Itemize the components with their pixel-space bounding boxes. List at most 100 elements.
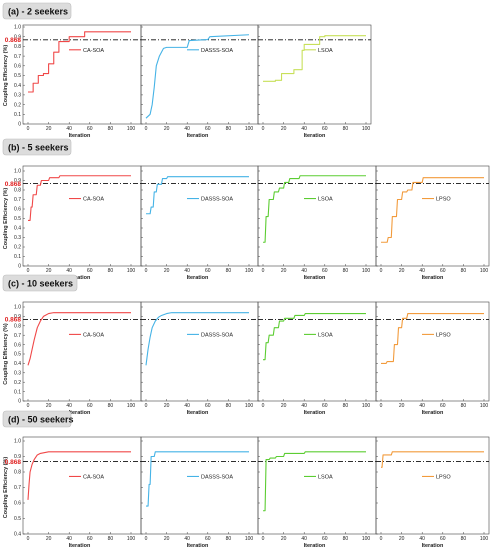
y-tick-label: 0.8 [14,44,21,50]
y-tick-label: 0.9 [14,178,21,184]
panel-ca-soa: 0 20 40 60 80 100 Iteration CA-SOA [22,301,142,416]
x-tick-label: 40 [66,268,72,274]
x-axis-label: Iteration [304,275,326,281]
series-line-ca-soa [28,175,131,221]
x-tick-label: 40 [301,268,307,274]
x-tick-label: 0 [27,403,30,409]
y-tick-label: 0.3 [14,235,21,241]
x-tick-label: 0 [380,403,383,409]
reference-value-label: 0.868 [5,459,22,466]
x-tick-label: 20 [399,536,405,542]
x-tick-label: 20 [281,536,287,542]
x-tick-label: 60 [440,403,446,409]
x-axis-label: Iteration [69,133,91,139]
legend-label: LSOA [318,48,333,54]
y-tick-label: 0.2 [14,102,21,108]
panel-frame [22,301,142,402]
panel-lsoa: 0 20 40 60 80 100 Iteration LSOA [257,301,377,416]
x-tick-label: 60 [440,536,446,542]
x-axis-label: Iteration [187,543,209,549]
x-tick-label: 0 [262,536,265,542]
x-tick-label: 40 [419,268,425,274]
y-tick-label: 0.5 [14,516,21,522]
series-line-ca-soa [27,451,131,500]
panel-frame [375,436,490,535]
x-tick-label: 100 [127,126,136,132]
y-tick-label: 0.1 [14,112,21,118]
x-tick-label: 80 [343,126,349,132]
reference-value-label: 0.868 [5,181,22,188]
x-tick-label: 80 [343,268,349,274]
panel-lsoa: 0 20 40 60 80 100 Iteration LSOA [257,436,377,549]
y-tick-label: 0 [18,122,21,128]
x-tick-label: 0 [27,126,30,132]
y-tick-label: 0.8 [14,470,21,476]
series-line-lpso [381,313,484,364]
x-axis-label: Iteration [187,133,209,139]
legend-label: CA-SOA [83,197,104,203]
x-tick-label: 20 [281,403,287,409]
x-tick-label: 60 [440,268,446,274]
y-tick-label: 0.2 [14,380,21,386]
x-axis-label: Iteration [304,133,326,139]
x-tick-label: 80 [343,403,349,409]
chart-title-badge [2,138,72,156]
x-tick-label: 80 [108,536,114,542]
x-tick-label: 100 [480,536,489,542]
y-tick-label: 0.3 [14,371,21,377]
x-axis-label: Iteration [422,543,444,549]
y-tick-label: 0.4 [14,532,21,538]
x-tick-label: 40 [301,403,307,409]
x-tick-label: 60 [87,536,93,542]
x-tick-label: 100 [362,126,371,132]
x-tick-label: 100 [480,403,489,409]
y-tick-label: 1.0 [14,169,21,175]
panel-lpso: 0 20 40 60 80 100 Iteration LPSO [375,301,490,416]
series-line-dasss-soa [145,34,250,119]
x-axis-label: Iteration [304,410,326,416]
y-tick-label: 0.6 [14,501,21,507]
legend-label: DASSS-SOA [201,48,233,54]
y-tick-label: 1.0 [14,439,21,445]
x-tick-label: 20 [46,536,52,542]
y-tick-label: 0.5 [14,216,21,222]
x-axis-label: Iteration [304,543,326,549]
x-axis-label: Iteration [187,410,209,416]
y-tick-label: 0.8 [14,324,21,330]
panel-lsoa: 0 20 40 60 80 100 Iteration LSOA [257,24,372,139]
x-tick-label: 80 [461,268,467,274]
y-tick-label: 0.5 [14,73,21,79]
x-tick-label: 80 [108,403,114,409]
y-tick-label: 0.1 [14,389,21,395]
x-tick-label: 40 [184,536,190,542]
panel-frame [257,301,377,402]
x-tick-label: 0 [262,126,265,132]
x-tick-label: 100 [245,536,254,542]
x-tick-label: 40 [301,126,307,132]
x-tick-label: 20 [399,403,405,409]
panel-dasss-soa: 0 20 40 60 80 100 Iteration DASSS-SOA [140,436,259,549]
x-tick-label: 20 [46,126,52,132]
series-line-lsoa [263,313,366,361]
legend-label: LPSO [436,197,451,203]
x-tick-label: 0 [380,268,383,274]
x-tick-label: 60 [87,126,93,132]
x-tick-label: 100 [480,268,489,274]
x-tick-label: 100 [362,536,371,542]
legend-label: DASSS-SOA [201,197,233,203]
y-tick-label: 1.0 [14,25,21,31]
panel-frame [375,165,490,267]
legend-label: DASSS-SOA [201,332,233,338]
x-tick-label: 20 [281,268,287,274]
x-tick-label: 60 [205,126,211,132]
x-tick-label: 20 [46,268,52,274]
y-tick-label: 0.7 [14,197,21,203]
x-tick-label: 80 [226,403,232,409]
x-tick-label: 60 [322,536,328,542]
x-tick-label: 20 [281,126,287,132]
x-tick-label: 0 [145,403,148,409]
x-axis-label: Iteration [69,275,91,281]
series-line-lpso [381,451,484,468]
x-tick-label: 40 [419,536,425,542]
